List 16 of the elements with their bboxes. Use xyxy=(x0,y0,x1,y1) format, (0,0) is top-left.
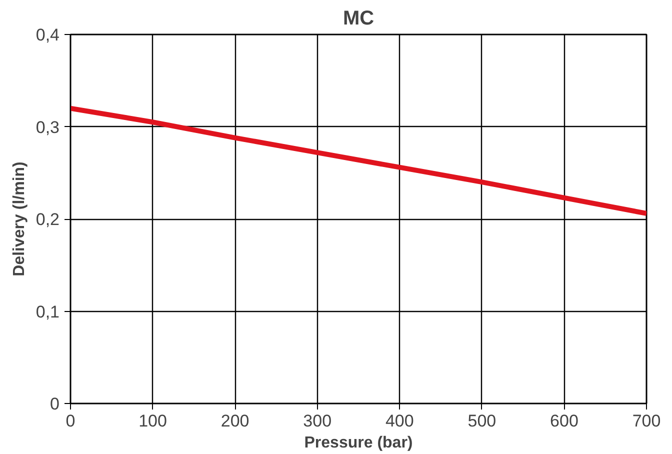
x-axis-title: Pressure (bar) xyxy=(304,434,413,452)
y-axis-title: Delivery (l/min) xyxy=(10,162,28,276)
y-tick-label: 0,2 xyxy=(36,210,60,229)
y-tick-label: 0,4 xyxy=(36,26,60,44)
x-tick-label: 200 xyxy=(220,412,250,430)
x-tick-label: 500 xyxy=(468,412,496,430)
chart-title: MC xyxy=(342,8,374,30)
x-tick-label: 700 xyxy=(632,412,661,430)
x-tick-label: 100 xyxy=(138,412,167,430)
x-tick-label: 300 xyxy=(303,412,332,430)
x-tick-label: 600 xyxy=(550,412,578,430)
x-tick-label: 400 xyxy=(385,412,414,430)
x-tick-label: 0 xyxy=(66,412,76,430)
y-tick-label: 0 xyxy=(50,394,60,414)
y-tick-label: 0,3 xyxy=(36,118,60,137)
y-tick-label: 0,1 xyxy=(36,302,60,322)
